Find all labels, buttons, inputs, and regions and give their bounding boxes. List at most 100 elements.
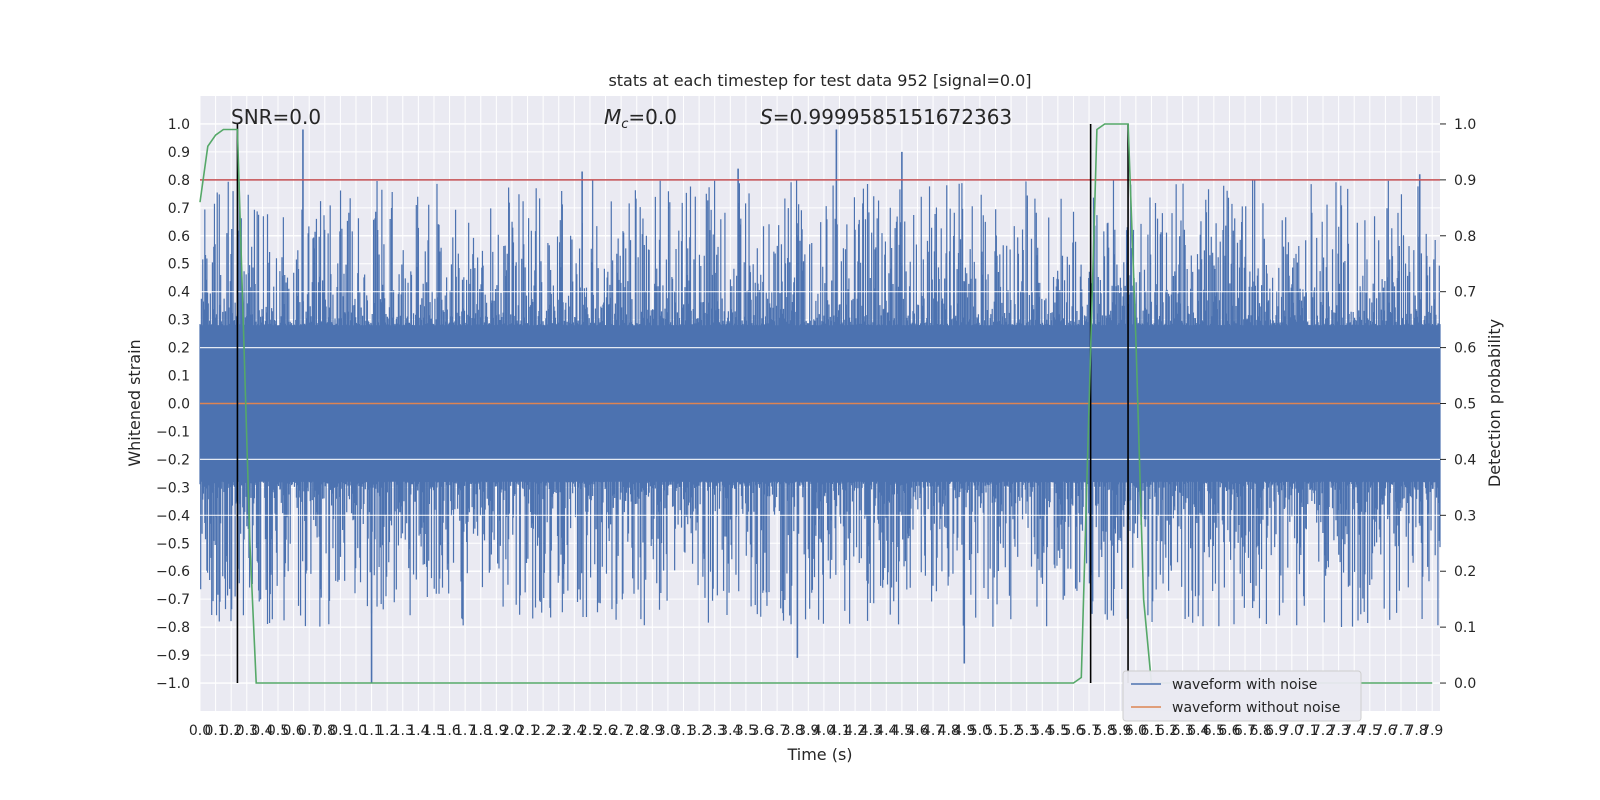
x-tick-label: 6.4 bbox=[1187, 723, 1209, 739]
x-tick-label: 7.3 bbox=[1327, 723, 1349, 739]
x-tick-label: 3.6 bbox=[750, 723, 772, 739]
y-tick-label: −0.2 bbox=[156, 452, 190, 468]
snr-annotation: SNR=0.0 bbox=[231, 105, 321, 129]
x-tick-label: 7.5 bbox=[1359, 723, 1381, 739]
x-tick-label: 2.8 bbox=[626, 723, 648, 739]
mc-symbol: M bbox=[604, 105, 621, 129]
y-tick-label: −0.7 bbox=[156, 592, 190, 608]
x-tick-label: 5.8 bbox=[1094, 723, 1116, 739]
x-tick-label: 1.6 bbox=[438, 723, 460, 739]
y-right-tick-label: 0.9 bbox=[1454, 173, 1476, 189]
y-tick-label: 0.8 bbox=[168, 173, 190, 189]
x-tick-label: 0.5 bbox=[267, 723, 289, 739]
y-tick-label: 0.7 bbox=[168, 201, 190, 217]
x-tick-label: 7.9 bbox=[1421, 723, 1443, 739]
x-tick-label: 2.6 bbox=[594, 723, 616, 739]
x-tick-label: 1.5 bbox=[423, 723, 445, 739]
x-tick-label: 0.9 bbox=[329, 723, 351, 739]
x-tick-label: 5.3 bbox=[1016, 723, 1038, 739]
y-tick-label: 1.0 bbox=[168, 117, 190, 133]
y-right-tick-label: 0.0 bbox=[1454, 676, 1476, 692]
y-tick-label: −0.1 bbox=[156, 424, 190, 440]
x-tick-label: 6.0 bbox=[1125, 723, 1147, 739]
x-tick-label: 7.2 bbox=[1312, 723, 1334, 739]
x-tick-label: 1.8 bbox=[470, 723, 492, 739]
y-tick-label: −0.4 bbox=[156, 508, 190, 524]
x-tick-label: 0.4 bbox=[251, 723, 273, 739]
y-tick-label: 0.5 bbox=[168, 257, 190, 273]
y-axis-left: 1.0 0.9 0.8 0.7 0.6 0.5 0.4 0.3 0.2 0.1 0.0 −0.1 −0.… bbox=[156, 117, 190, 692]
x-tick-label: 1.3 bbox=[392, 723, 414, 739]
x-tick-label: 3.1 bbox=[672, 723, 694, 739]
x-tick-label: 4.6 bbox=[906, 723, 928, 739]
x-tick-label: 5.1 bbox=[984, 723, 1006, 739]
x-tick-label: 6.7 bbox=[1234, 723, 1256, 739]
y-axis-right: 1.0 0.9 0.8 0.7 0.6 0.5 0.4 0.3 0.2 0.1 0.0 bbox=[1440, 117, 1476, 692]
x-tick-label: 5.2 bbox=[1000, 723, 1022, 739]
y-tick-label: −0.8 bbox=[156, 620, 190, 636]
x-axis-label: Time (s) bbox=[786, 745, 852, 764]
vertical-markers bbox=[236, 123, 1129, 684]
x-tick-label: 6.5 bbox=[1203, 723, 1225, 739]
x-tick-label: 7.4 bbox=[1343, 723, 1365, 739]
s-annotation: S=0.9999585151672363 bbox=[760, 105, 1012, 129]
x-tick-label: 2.7 bbox=[610, 723, 632, 739]
y-right-tick-label: 0.7 bbox=[1454, 285, 1476, 301]
y-right-tick-label: 0.1 bbox=[1454, 620, 1476, 636]
x-tick-label: 0.7 bbox=[298, 723, 320, 739]
x-tick-label: 5.9 bbox=[1109, 723, 1131, 739]
x-tick-label: 3.0 bbox=[657, 723, 679, 739]
x-tick-label: 0.0 bbox=[189, 723, 211, 739]
s-symbol: S bbox=[760, 105, 773, 129]
x-tick-label: 5.5 bbox=[1047, 723, 1069, 739]
x-tick-label: 1.0 bbox=[345, 723, 367, 739]
x-tick-label: 1.2 bbox=[376, 723, 398, 739]
x-tick-label: 4.1 bbox=[828, 723, 850, 739]
legend-label-noise: waveform with noise bbox=[1172, 677, 1317, 693]
x-tick-label: 7.8 bbox=[1405, 723, 1427, 739]
y-tick-label: −1.0 bbox=[156, 676, 190, 692]
mc-annotation: Mc=0.0 bbox=[604, 105, 677, 132]
x-tick-label: 3.8 bbox=[782, 723, 804, 739]
x-tick-label: 1.4 bbox=[407, 723, 429, 739]
y-right-tick-label: 0.2 bbox=[1454, 564, 1476, 580]
x-tick-label: 3.4 bbox=[719, 723, 741, 739]
y-tick-label: 0.4 bbox=[168, 285, 190, 301]
legend: waveform with noise waveform without noi… bbox=[1122, 670, 1362, 722]
y-right-tick-label: 0.4 bbox=[1454, 452, 1476, 468]
x-tick-label: 7.1 bbox=[1296, 723, 1318, 739]
x-tick-label: 0.1 bbox=[204, 723, 226, 739]
x-tick-label: 0.3 bbox=[236, 723, 258, 739]
mc-value: =0.0 bbox=[628, 105, 677, 129]
x-tick-label: 2.4 bbox=[563, 723, 585, 739]
x-tick-label: 5.0 bbox=[969, 723, 991, 739]
y-tick-label: 0.6 bbox=[168, 229, 190, 245]
x-tick-label: 7.0 bbox=[1281, 723, 1303, 739]
x-tick-label: 0.6 bbox=[282, 723, 304, 739]
x-tick-label: 1.9 bbox=[485, 723, 507, 739]
x-tick-label: 2.1 bbox=[516, 723, 538, 739]
y-right-tick-label: 0.6 bbox=[1454, 341, 1476, 357]
y-right-tick-label: 0.5 bbox=[1454, 397, 1476, 413]
x-tick-label: 7.7 bbox=[1390, 723, 1412, 739]
x-tick-label: 0.2 bbox=[220, 723, 242, 739]
x-tick-label: 2.5 bbox=[579, 723, 601, 739]
x-tick-label: 3.9 bbox=[797, 723, 819, 739]
y-right-tick-label: 0.3 bbox=[1454, 508, 1476, 524]
x-tick-label: 6.3 bbox=[1172, 723, 1194, 739]
x-tick-label: 3.7 bbox=[766, 723, 788, 739]
y-tick-label: 0.0 bbox=[168, 397, 190, 413]
legend-box bbox=[1122, 670, 1362, 722]
x-tick-label: 6.8 bbox=[1249, 723, 1271, 739]
x-tick-label: 2.3 bbox=[548, 723, 570, 739]
x-tick-label: 4.2 bbox=[844, 723, 866, 739]
x-tick-label: 5.6 bbox=[1062, 723, 1084, 739]
x-tick-label: 3.2 bbox=[688, 723, 710, 739]
mc-subscript: c bbox=[621, 117, 628, 132]
x-tick-label: 7.6 bbox=[1374, 723, 1396, 739]
x-tick-label: 6.1 bbox=[1140, 723, 1162, 739]
x-tick-label: 2.2 bbox=[532, 723, 554, 739]
y-axis-label: Whitened strain bbox=[125, 339, 144, 466]
x-tick-label: 3.5 bbox=[735, 723, 757, 739]
